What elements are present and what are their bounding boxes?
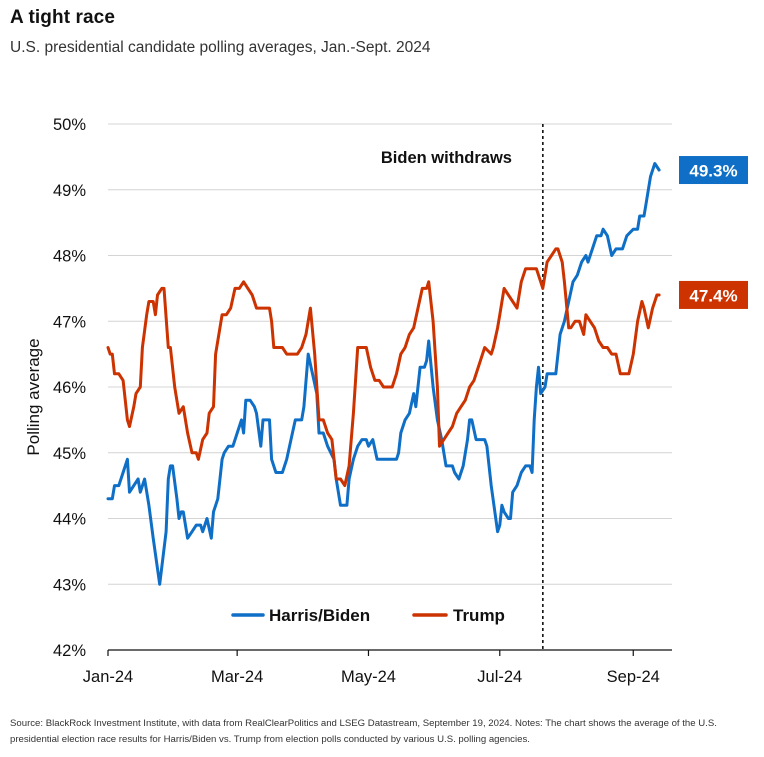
x-tick-label: Sep-24 — [607, 668, 660, 686]
y-tick-label: 45% — [53, 445, 86, 463]
series-line-trump — [106, 247, 661, 488]
y-tick-label: 42% — [53, 642, 86, 660]
y-tick-label: 48% — [53, 248, 86, 266]
y-tick-label: 46% — [53, 379, 86, 397]
y-tick-label: 47% — [53, 313, 86, 331]
y-axis-label: Polling average — [24, 338, 43, 455]
end-label: 49.3% — [679, 156, 748, 185]
legend-item: Harris/Biden — [231, 606, 370, 625]
x-tick-label: Mar-24 — [211, 668, 263, 686]
end-label: 47.4% — [679, 280, 748, 309]
x-tick-label: Jan-24 — [83, 668, 133, 686]
y-tick-label: 49% — [53, 182, 86, 200]
x-tick-label: Jul-24 — [477, 668, 522, 686]
legend: Harris/Biden Trump — [231, 606, 505, 625]
x-tick-label: May-24 — [341, 668, 396, 686]
end-labels: 49.3% 47.4% — [679, 156, 748, 309]
end-label-box — [679, 156, 748, 185]
source-note: Source: BlackRock Investment Institute, … — [10, 718, 717, 745]
chart-title: A tight race — [10, 7, 116, 28]
annotation: Biden withdraws — [381, 124, 544, 650]
legend-label: Trump — [453, 606, 505, 625]
x-axis: Jan-24 Mar-24 May-24 Jul-24 Sep-24 — [83, 650, 660, 686]
legend-label: Harris/Biden — [269, 606, 370, 625]
y-tick-label: 44% — [53, 511, 86, 529]
legend-item: Trump — [412, 606, 505, 625]
y-tick-label: 50% — [53, 116, 86, 134]
y-axis: 42% 43% 44% 45% 46% 47% 48% 49% 50% — [53, 116, 86, 660]
series-lines — [106, 162, 661, 586]
chart-subtitle: U.S. presidential candidate polling aver… — [10, 39, 431, 56]
annotation-label: Biden withdraws — [381, 149, 512, 167]
series-line-harris-biden — [106, 162, 661, 586]
end-label-box — [679, 280, 748, 309]
gridlines — [108, 123, 672, 651]
end-label-value: 49.3% — [689, 162, 737, 181]
y-tick-label: 43% — [53, 576, 86, 594]
end-label-value: 47.4% — [689, 286, 737, 305]
line-chart: 42% 43% 44% 45% 46% 47% 48% 49% 50% Jan-24 Mar-24… — [24, 116, 748, 686]
